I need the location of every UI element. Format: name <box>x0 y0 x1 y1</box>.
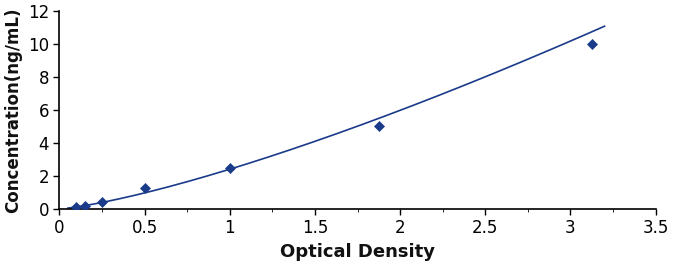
X-axis label: Optical Density: Optical Density <box>280 243 435 261</box>
Y-axis label: Concentration(ng/mL): Concentration(ng/mL) <box>4 7 22 213</box>
